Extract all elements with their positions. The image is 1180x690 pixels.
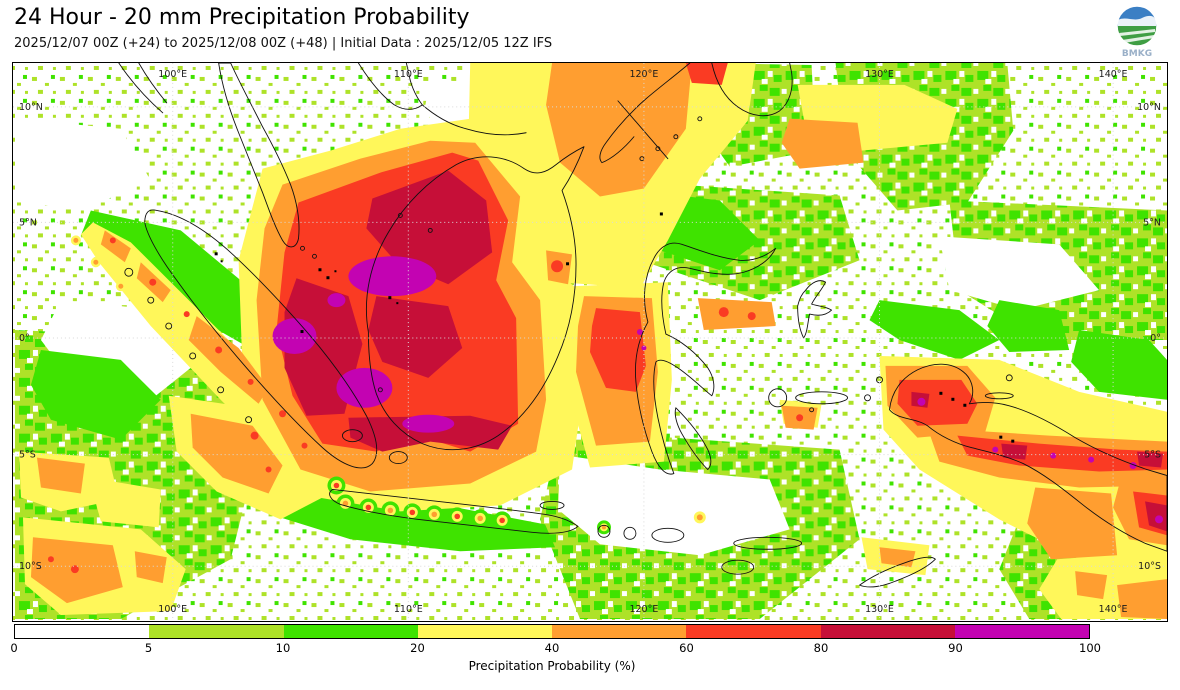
sumatra-rain-spots	[70, 235, 126, 292]
colorbar-segment	[417, 625, 552, 638]
graticule-label: 10°N	[19, 102, 43, 113]
colorbar-tick-label: 20	[410, 641, 425, 655]
colorbar-tick-label: 80	[813, 641, 829, 655]
bmkg-logo: BMKG	[1112, 2, 1168, 60]
colorbar-tick-label: 5	[144, 641, 153, 655]
graticule-label: 110°E	[394, 604, 423, 615]
colorbar-tick-label: 60	[679, 641, 694, 655]
precipitation-layer	[13, 63, 1167, 621]
precipitation-map: 100°E 100°E 110°E 110°E 120°E 120°E 130°E 130°E…	[12, 62, 1168, 622]
graticule-label: 120°E	[629, 69, 658, 80]
graticule-label: 10°S	[19, 561, 42, 572]
terrain-dots	[214, 212, 1015, 443]
graticule-label: 5°S	[19, 450, 36, 461]
graticule-label: 0°	[1150, 333, 1161, 344]
coastlines	[118, 63, 1167, 588]
graticule-label: 0°	[19, 333, 30, 344]
colorbar-segment	[820, 625, 955, 638]
graticule-label: 130°E	[865, 604, 894, 615]
graticule-label: 130°E	[865, 69, 894, 80]
graticule-label: 5°N	[1143, 217, 1161, 228]
colorbar-tick-label: 90	[948, 641, 963, 655]
colorbar-segment	[15, 625, 150, 638]
graticule	[13, 63, 1167, 621]
colorbar-tick-label: 0	[10, 641, 18, 655]
bmkg-logo-icon	[1116, 5, 1158, 47]
graticule-label: 120°E	[629, 604, 658, 615]
colorbar-segment	[149, 625, 284, 638]
graticule-label: 140°E	[1099, 69, 1128, 80]
graticule-label: 100°E	[158, 69, 187, 80]
graticule-label: 10°S	[1138, 561, 1161, 572]
page-title: 24 Hour - 20 mm Precipitation Probabilit…	[14, 5, 470, 30]
colorbar-segment	[686, 625, 821, 638]
graticule-label: 140°E	[1099, 604, 1128, 615]
colorbar-segment	[552, 625, 687, 638]
colorbar-segment	[283, 625, 418, 638]
colorbar	[14, 624, 1090, 639]
graticule-label: 100°E	[158, 604, 187, 615]
colorbar-segment	[954, 625, 1089, 638]
colorbar-tick-label: 40	[544, 641, 560, 655]
java-rain-spots	[327, 476, 706, 535]
graticule-label: 10°N	[1137, 102, 1161, 113]
page-subtitle: 2025/12/07 00Z (+24) to 2025/12/08 00Z (…	[14, 36, 553, 51]
graticule-labels: 100°E 100°E 110°E 110°E 120°E 120°E 130°E 130°E…	[19, 69, 1161, 615]
colorbar-tick-label: 100	[1079, 641, 1101, 655]
colorbar-label: Precipitation Probability (%)	[468, 659, 636, 673]
graticule-label: 5°N	[19, 217, 37, 228]
bmkg-logo-text: BMKG	[1122, 49, 1152, 59]
graticule-label: 110°E	[394, 69, 423, 80]
colorbar-tick-label: 10	[275, 641, 291, 655]
colorbar-ticks: 0 5 10 20 40 60 80 90 100	[10, 641, 1101, 657]
graticule-label: 5°S	[1144, 450, 1161, 461]
